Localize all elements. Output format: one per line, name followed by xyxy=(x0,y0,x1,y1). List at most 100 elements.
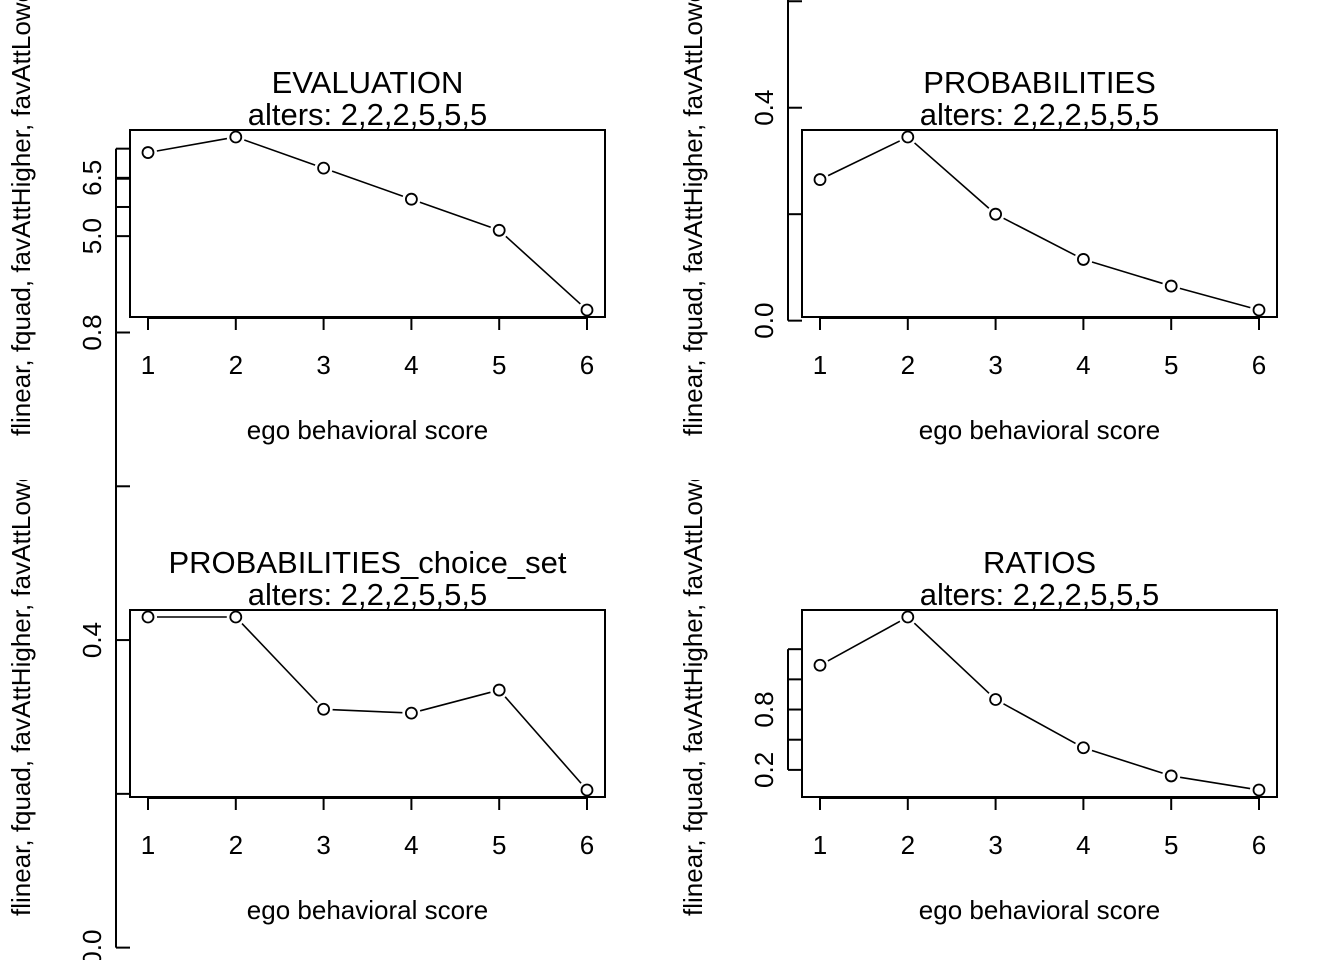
x-tick-label: 3 xyxy=(988,350,1002,380)
data-point xyxy=(141,610,155,624)
y-axis-label: flinear, fquad, favAttHigher, favAttLowe… xyxy=(6,459,36,916)
data-point xyxy=(492,683,506,697)
data-point xyxy=(1077,741,1090,755)
data-point xyxy=(1164,769,1178,783)
series-line-segment xyxy=(419,691,491,712)
x-tick-label: 6 xyxy=(580,830,594,860)
series-line-segment xyxy=(827,140,901,177)
y-tick-label: 0.0 xyxy=(77,930,107,960)
data-point xyxy=(317,161,331,175)
data-point xyxy=(229,130,243,144)
x-tick-label: 5 xyxy=(1164,830,1178,860)
data-point xyxy=(989,207,1002,221)
y-axis-label: flinear, fquad, favAttHigher, favAttLowe… xyxy=(678,0,708,436)
x-tick-label: 2 xyxy=(229,350,243,380)
x-axis-label: ego behavioral score xyxy=(247,415,488,445)
data-point xyxy=(901,130,915,144)
data-point xyxy=(1252,783,1266,797)
series-line-segment xyxy=(419,201,491,229)
x-tick-label: 5 xyxy=(492,830,506,860)
data-point xyxy=(229,610,243,624)
x-tick-label: 4 xyxy=(1076,830,1090,860)
series-line-segment xyxy=(827,620,901,662)
x-tick-label: 4 xyxy=(1076,350,1090,380)
x-tick-label: 2 xyxy=(901,350,915,380)
plot-frame xyxy=(801,129,1278,318)
y-axis-label: flinear, fquad, favAttHigher, favAttLowe… xyxy=(678,459,708,916)
data-point xyxy=(901,610,915,624)
series-line-segment xyxy=(332,708,403,714)
data-point xyxy=(813,173,827,186)
y-tick-label: 0.0 xyxy=(749,303,779,339)
x-tick-label: 2 xyxy=(229,830,243,860)
data-point xyxy=(404,706,418,720)
data-point xyxy=(1164,279,1178,293)
x-tick-label: 1 xyxy=(813,830,827,860)
data-point xyxy=(1077,253,1090,266)
x-axis-label: ego behavioral score xyxy=(247,895,488,925)
series-line-segment xyxy=(156,137,228,152)
x-tick-label: 3 xyxy=(988,830,1002,860)
data-point xyxy=(141,146,155,159)
series-line-segment xyxy=(505,235,581,305)
data-point xyxy=(813,658,827,672)
y-axis-label-group: flinear, fquad, favAttHigher, favAttLowe… xyxy=(6,0,36,436)
x-tick-label: 5 xyxy=(492,350,506,380)
chart-subtitle: alters: 2,2,2,5,5,5 xyxy=(248,577,488,612)
data-point xyxy=(580,303,594,317)
data-point xyxy=(404,192,418,206)
x-tick-label: 6 xyxy=(1252,830,1266,860)
series-line-segment xyxy=(1179,776,1251,790)
x-tick-label: 3 xyxy=(316,350,330,380)
y-tick-label: 0.4 xyxy=(77,622,107,658)
series-line-segment xyxy=(1091,749,1163,774)
data-point xyxy=(492,223,506,237)
x-tick-label: 1 xyxy=(141,830,155,860)
data-point xyxy=(989,693,1002,706)
x-tick-label: 3 xyxy=(316,830,330,860)
plot-frame xyxy=(801,609,1278,798)
plot-frame xyxy=(129,609,606,798)
series-line-segment xyxy=(331,170,404,197)
x-tick-label: 1 xyxy=(141,350,155,380)
data-point xyxy=(1252,303,1266,317)
series-line-segment xyxy=(241,622,318,704)
chart-title: PROBABILITIES_choice_set xyxy=(168,545,566,580)
x-tick-label: 1 xyxy=(813,350,827,380)
data-point xyxy=(580,783,594,797)
y-tick-label: 0.8 xyxy=(749,691,779,727)
chart-subtitle: alters: 2,2,2,5,5,5 xyxy=(248,97,488,132)
series-line-segment xyxy=(244,139,316,166)
y-axis-label-group: flinear, fquad, favAttHigher, favAttLowe… xyxy=(678,0,708,436)
x-tick-label: 5 xyxy=(1164,350,1178,380)
x-tick-label: 4 xyxy=(404,350,418,380)
x-tick-label: 4 xyxy=(404,830,418,860)
y-axis-label-group: flinear, fquad, favAttHigher, favAttLowe… xyxy=(678,459,708,916)
y-axis-label: flinear, fquad, favAttHigher, favAttLowe… xyxy=(6,0,36,436)
chart-subtitle: alters: 2,2,2,5,5,5 xyxy=(920,577,1160,612)
y-tick-label: 0.2 xyxy=(749,752,779,788)
series-line-segment xyxy=(504,696,582,784)
series-line-segment xyxy=(1179,287,1251,309)
y-axis-label-group: flinear, fquad, favAttHigher, favAttLowe… xyxy=(6,459,36,916)
y-tick-label: 0.8 xyxy=(77,314,107,350)
data-point xyxy=(317,702,331,716)
chart-subtitle: alters: 2,2,2,5,5,5 xyxy=(920,97,1160,132)
series-line-segment xyxy=(913,622,990,694)
x-tick-label: 2 xyxy=(901,830,915,860)
x-axis-label: ego behavioral score xyxy=(919,415,1160,445)
chart-title: PROBABILITIES xyxy=(923,65,1156,100)
chart-title: EVALUATION xyxy=(272,65,464,100)
y-tick-label: 0.4 xyxy=(749,90,779,126)
y-tick-label: 5.0 xyxy=(77,218,107,254)
x-tick-label: 6 xyxy=(580,350,594,380)
y-tick-label: 6.5 xyxy=(77,160,107,196)
series-line-segment xyxy=(1091,261,1163,285)
x-axis-label: ego behavioral score xyxy=(919,895,1160,925)
series-line-segment xyxy=(914,142,990,209)
